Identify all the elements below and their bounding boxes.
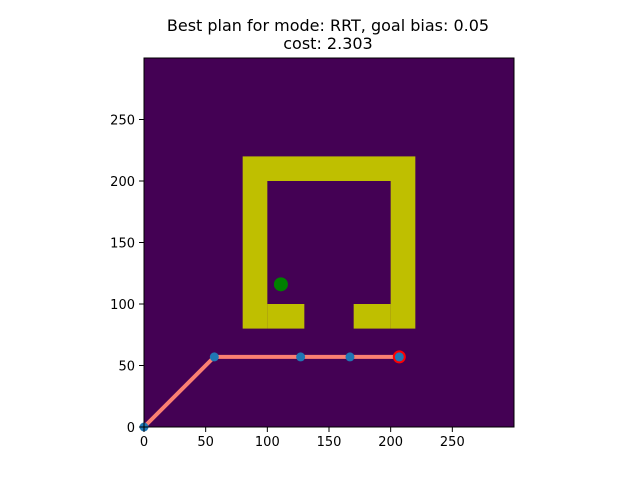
plot-area bbox=[139, 58, 514, 432]
x-tick-label-50: 50 bbox=[197, 435, 214, 450]
obstacle-2 bbox=[242, 181, 268, 329]
chart-title-line-2: cost: 2.303 bbox=[283, 34, 372, 53]
path-waypoint-4 bbox=[345, 352, 355, 362]
y-tick-label-150: 150 bbox=[110, 237, 135, 252]
path-waypoint-3 bbox=[296, 352, 306, 362]
obstacle-5 bbox=[353, 304, 391, 329]
x-tick-label-250: 250 bbox=[440, 435, 465, 450]
obstacle-1 bbox=[242, 156, 416, 181]
x-tick-label-150: 150 bbox=[317, 435, 342, 450]
y-tick-label-100: 100 bbox=[110, 298, 135, 313]
obstacle-3 bbox=[390, 181, 416, 329]
path-waypoint-5 bbox=[394, 352, 404, 362]
chart-title-line-1: Best plan for mode: RRT, goal bias: 0.05 bbox=[167, 16, 489, 35]
y-tick-label-200: 200 bbox=[110, 175, 135, 190]
x-tick-label-0: 0 bbox=[140, 435, 148, 450]
path-waypoint-2 bbox=[209, 352, 219, 362]
y-tick-label-0: 0 bbox=[127, 421, 135, 436]
y-tick-label-250: 250 bbox=[110, 114, 135, 129]
start-marker bbox=[273, 277, 288, 292]
y-tick-label-50: 50 bbox=[118, 360, 135, 375]
x-tick-label-200: 200 bbox=[378, 435, 403, 450]
obstacle-4 bbox=[267, 304, 305, 329]
axes: 0 50 100 150 200 250 0 50 100 150 200 250 bbox=[110, 57, 515, 450]
x-tick-label-100: 100 bbox=[255, 435, 280, 450]
